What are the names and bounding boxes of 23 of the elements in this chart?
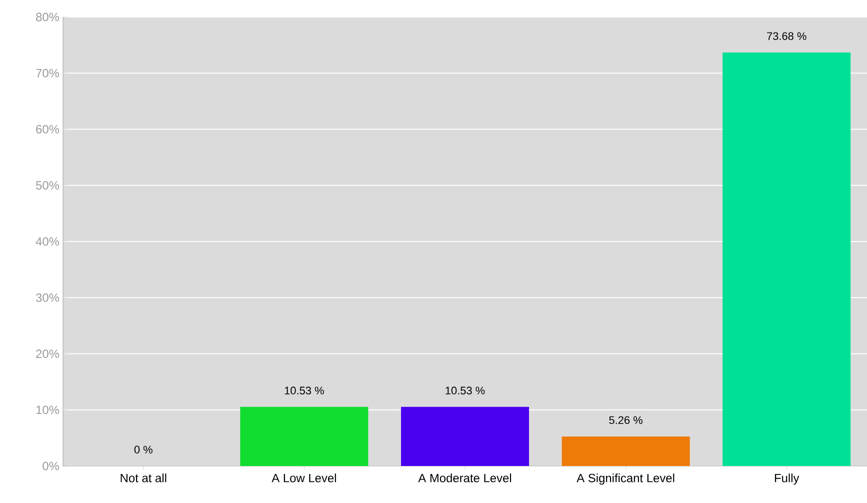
bar xyxy=(401,406,530,466)
data-label: 5.26 % xyxy=(609,416,642,424)
y-tick-label: 50% xyxy=(36,181,60,190)
y-tick-label: 80% xyxy=(36,12,60,22)
y-tick-label: 0% xyxy=(42,462,60,470)
y-tick-label: 40% xyxy=(36,237,60,246)
data-label: 73.68 % xyxy=(767,32,806,40)
bar xyxy=(240,406,368,466)
bar xyxy=(722,52,851,466)
data-label: 0 % xyxy=(134,446,152,454)
data-label: 10.53 % xyxy=(284,386,324,394)
x-tick-label: Fully xyxy=(774,474,800,485)
x-tick-label: A Low Level xyxy=(272,474,336,482)
y-tick-label: 60% xyxy=(36,125,60,134)
x-tick-label: Not at all xyxy=(120,474,166,482)
y-tick-label: 20% xyxy=(36,350,60,358)
data-label: 10.53 % xyxy=(446,386,485,394)
x-tick-label: A Moderate Level xyxy=(418,474,512,482)
x-tick-label: A Significant Level xyxy=(576,474,674,485)
y-tick-label: 70% xyxy=(36,68,60,78)
y-tick-label: 10% xyxy=(36,406,60,414)
y-tick-label: 30% xyxy=(36,293,60,302)
bar xyxy=(562,436,690,466)
